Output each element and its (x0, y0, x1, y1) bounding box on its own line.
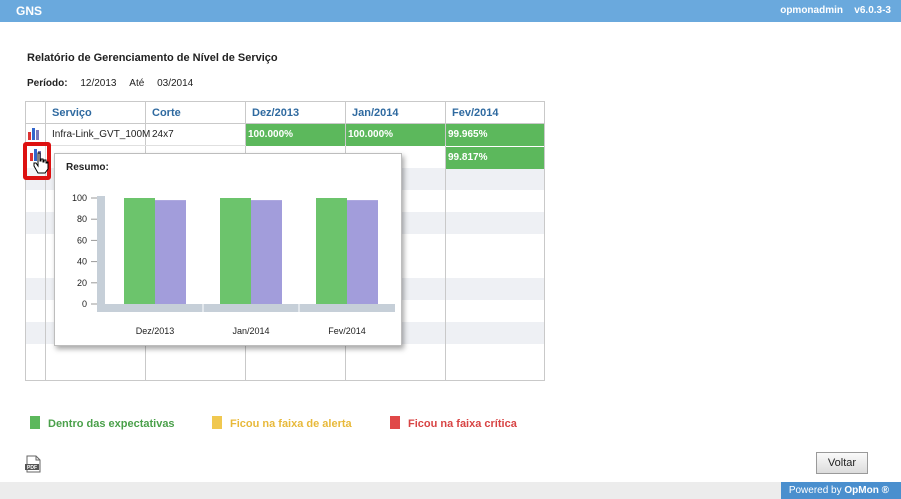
legend-ok: Dentro das expectativas (30, 416, 175, 430)
column-divider (45, 102, 46, 380)
chart-bar (155, 200, 186, 304)
hand-cursor-icon (33, 152, 49, 174)
legend-swatch-ok (30, 416, 40, 429)
report-title: Relatório de Gerenciamento de Nível de S… (27, 52, 278, 64)
legend-label: Ficou na faixa crítica (408, 418, 517, 430)
footer: Powered by OpMon ® (0, 482, 901, 499)
powered-brand: OpMon ® (844, 485, 889, 496)
bar-chart-icon[interactable] (27, 126, 41, 140)
summary-popup: Resumo: 0 20 40 60 80 100 Dez/2013 Jan/2014 Fev/… (54, 153, 402, 346)
sla-value: 99.965% (446, 124, 544, 146)
top-bar: GNS opmonadmin v6.0.3-3 (0, 0, 901, 22)
powered-by[interactable]: Powered by OpMon ® (780, 482, 901, 499)
legend-label: Ficou na faixa de alerta (230, 418, 352, 430)
legend-label: Dentro das expectativas (48, 418, 175, 430)
header-servico[interactable]: Serviço (52, 107, 92, 119)
service-name: Infra-Link_GVT_100M (52, 129, 151, 140)
header-fev-2014[interactable]: Fev/2014 (452, 107, 499, 119)
chart-y-tick-label: 0 (82, 299, 87, 309)
period-separator: Até (129, 78, 145, 89)
report-period: Período: 12/2013 Até 03/2014 (27, 78, 193, 89)
chart-y-axis-wall (97, 196, 105, 312)
header-dez-2013[interactable]: Dez/2013 (252, 107, 300, 119)
chart-x-tick-label: Dez/2013 (136, 326, 175, 336)
header-corte[interactable]: Corte (152, 107, 181, 119)
popup-title: Resumo: (66, 162, 109, 173)
app-version: v6.0.3-3 (854, 5, 891, 16)
chart-x-tick-label: Jan/2014 (232, 326, 269, 336)
legend-swatch-critical (390, 416, 400, 429)
back-button[interactable]: Voltar (816, 452, 868, 474)
summary-chart: 0 20 40 60 80 100 Dez/2013 Jan/2014 Fev/2014 (72, 193, 395, 336)
sla-value: 100.000% (246, 124, 345, 146)
app-title: GNS (16, 4, 43, 18)
pdf-icon[interactable]: PDF (24, 455, 42, 473)
chart-y-tick-label: 40 (77, 257, 87, 267)
period-label: Período: (27, 78, 68, 89)
chart-bar (316, 198, 347, 304)
service-cut: 24x7 (152, 129, 174, 140)
sla-value: 99.817% (446, 147, 544, 169)
table-header: Serviço Corte Dez/2013 Jan/2014 Fev/2014 (26, 102, 544, 124)
chart-x-tick-label: Fev/2014 (328, 326, 366, 336)
highlight-box (23, 142, 51, 180)
chart-floor (97, 304, 395, 312)
period-start: 12/2013 (80, 78, 117, 89)
chart-y-tick-label: 20 (77, 278, 87, 288)
chart-y-tick-label: 100 (72, 193, 87, 203)
chart-y-tick-label: 60 (77, 235, 87, 245)
chart-bar (347, 200, 378, 304)
chart-bar (220, 198, 251, 304)
header-jan-2014[interactable]: Jan/2014 (352, 107, 399, 119)
svg-text:PDF: PDF (27, 465, 37, 471)
table-row: Infra-Link_GVT_100M 24x7 100.000% 100.00… (26, 124, 544, 146)
chart-y-tick-label: 80 (77, 214, 87, 224)
legend-alert: Ficou na faixa de alerta (212, 416, 352, 430)
legend-swatch-alert (212, 416, 222, 429)
chart-bar (124, 198, 155, 304)
powered-prefix: Powered by (788, 485, 842, 496)
table-row: 99.817% (26, 147, 544, 169)
sla-value: 100.000% (346, 124, 445, 146)
period-end: 03/2014 (157, 78, 194, 89)
column-divider (445, 102, 446, 380)
legend-critical: Ficou na faixa crítica (390, 416, 517, 430)
user-name[interactable]: opmonadmin (780, 5, 843, 16)
chart-bar (251, 200, 282, 304)
